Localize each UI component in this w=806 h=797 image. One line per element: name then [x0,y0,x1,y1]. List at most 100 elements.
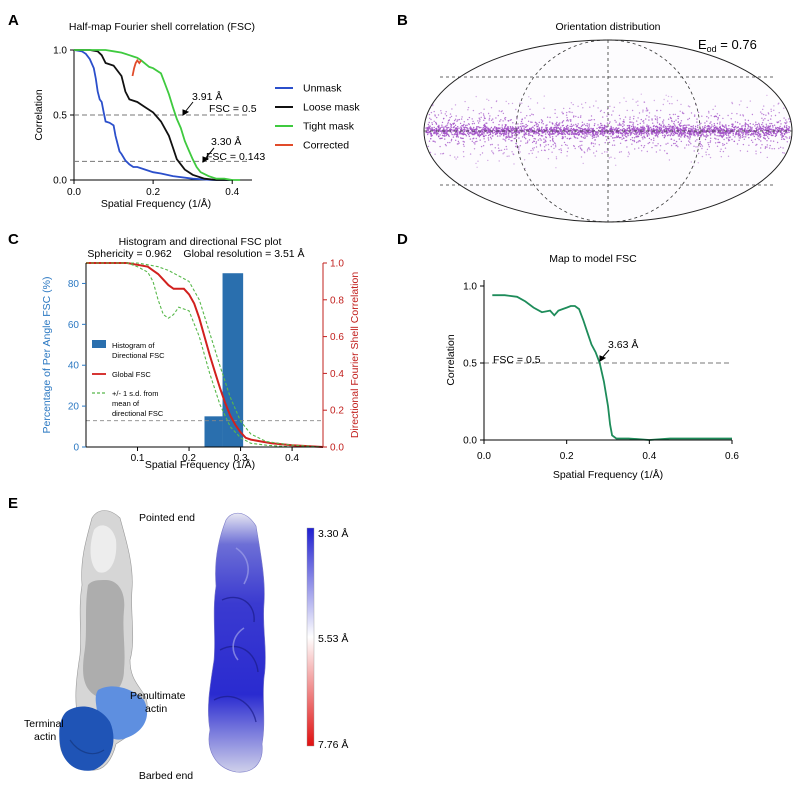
arrow-330 [202,147,215,163]
actin-filament-local-resolution [208,512,266,773]
orientation-grid [424,39,792,223]
y-tick-label: 0.5 [53,111,67,122]
y-left-tick-label: 60 [68,320,80,331]
y-right-tick-label: 0.4 [330,369,344,380]
series-line--1-s-d- [86,262,323,448]
terminal-actin-label-1: Terminal [24,718,64,730]
series-line--1-s-d- [86,262,324,448]
penultimate-actin-label-1: Penultimate [130,690,186,702]
x-tick-label: 0.1 [131,453,145,464]
panel-c-axes [85,263,324,448]
legend-label: Directional FSC [112,351,165,360]
legend-label: +/- 1 s.d. from [112,389,158,398]
colorbar-mid-label: 5.53 Å [318,632,348,645]
y-left-tick-label: 0 [73,443,79,454]
panel-label-c: C [8,231,19,248]
series-line-loose-mask [74,49,233,181]
local-resolution-colorbar [306,527,315,747]
legend-label: Loose mask [303,102,360,114]
legend-label: mean of [112,399,140,408]
x-tick-label: 0.6 [725,451,739,462]
terminal-actin-label-2: actin [34,731,56,743]
series-line-corrected [131,58,142,77]
panel-d-title: Map to model FSC [549,253,637,265]
panel-d-annotation: 3.63 Å [608,338,638,351]
panel-d: D Map to model FSC 0.0 0.2 0.4 0.6 0.0 0.5 1.0… [397,231,739,481]
legend-label: Histogram of [112,341,155,350]
y-right-tick-label: 0.8 [330,295,344,306]
actin-filament-segmented [59,510,148,771]
x-tick-label: 0.3 [234,453,248,464]
panel-a-title: Half-map Fourier shell correlation (FSC) [69,21,255,33]
x-tick-label: 0.4 [225,187,239,198]
panel-d-ylabel: Correlation [445,334,457,386]
y-right-tick-label: 0.0 [330,443,344,454]
arrow-391 [182,101,194,116]
panel-c: C Histogram and directional FSC plot Sph… [8,231,361,471]
panel-a-ylabel: Correlation [33,89,45,141]
panel-label-d: D [397,231,408,248]
y-tick-label: 0.0 [463,436,477,447]
panel-d-axes [483,280,732,441]
panel-label-e: E [8,495,18,512]
eod-statistic: Eod = 0.76 [698,37,757,54]
panel-c-title: Histogram and directional FSC plot [119,236,282,248]
series-line-global-fsc [86,262,324,448]
panel-a-thresholds [74,114,248,162]
y-right-tick-label: 0.2 [330,406,344,417]
legend-label: directional FSC [112,409,164,418]
legend-label: Global FSC [112,370,151,379]
panel-c-histogram [204,273,244,447]
panel-c-ticks: 0.1 0.2 0.3 0.4 0 20 40 60 80 0.0 0.2 0.4 0.6 0.8 1.0 [68,259,344,465]
series-line-map-to-model [492,294,732,441]
panel-e: E Pointed end Barbed end Terminal actin … [8,495,348,782]
histogram-bar [204,416,223,447]
series-line-tight-mask [74,49,241,181]
panel-b: B Orientation distribution Eod = 0.76 [397,12,793,223]
x-tick-label: 0.2 [182,453,196,464]
terminal-actin-subunit [59,706,114,771]
legend-label: Unmask [303,83,342,95]
barbed-end-label: Barbed end [139,770,193,782]
panel-b-title: Orientation distribution [555,21,660,33]
y-left-tick-label: 80 [68,279,80,290]
histogram-bar [222,273,244,447]
panel-a-legend: Unmask Loose mask Tight mask Corrected [275,83,360,152]
legend-label: Tight mask [303,121,355,133]
panel-c-ylabel-right: Directional Fourier Shell Correlation [349,272,361,438]
panel-label-a: A [8,12,19,29]
pointed-end-label: Pointed end [139,512,195,524]
legend-label: Corrected [303,140,349,152]
arrow-363 [599,349,610,362]
x-tick-label: 0.4 [642,451,656,462]
y-right-tick-label: 0.6 [330,332,344,343]
x-tick-label: 0.4 [285,453,299,464]
threshold-label-05: FSC = 0.5 [209,103,257,115]
panel-d-ticks: 0.0 0.2 0.4 0.6 0.0 0.5 1.0 [463,282,739,463]
y-tick-label: 1.0 [53,46,67,57]
panel-a-series [73,49,241,181]
y-left-tick-label: 40 [68,361,80,372]
y-right-tick-label: 1.0 [330,259,344,270]
panel-label-b: B [397,12,408,29]
y-tick-label: 1.0 [463,282,477,293]
x-tick-label: 0.0 [477,451,491,462]
panel-a-ticks: 0.0 0.2 0.4 0.0 0.5 1.0 [53,46,240,199]
panel-a: A Half-map Fourier shell correlation (FS… [8,12,360,210]
panel-d-threshold-label: FSC = 0.5 [493,354,541,366]
panel-c-ylabel-left: Percentage of Per Angle FSC (%) [41,277,53,434]
panel-c-xlabel: Spatial Frequency (1/Å) [145,458,255,471]
annotation-330: 3.30 Å [211,135,241,148]
panel-d-series [492,294,732,441]
penultimate-actin-label-2: actin [145,703,167,715]
x-tick-label: 0.2 [560,451,574,462]
panel-c-subtitle: Sphericity = 0.962 Global resolution = 3… [87,247,304,260]
annotation-391: 3.91 Å [192,90,222,103]
x-tick-label: 0.0 [67,187,81,198]
series-line-unmask [73,49,233,181]
colorbar-top-label: 3.30 Å [318,527,348,540]
panel-a-xlabel: Spatial Frequency (1/Å) [101,197,211,210]
legend-swatch [92,340,106,348]
